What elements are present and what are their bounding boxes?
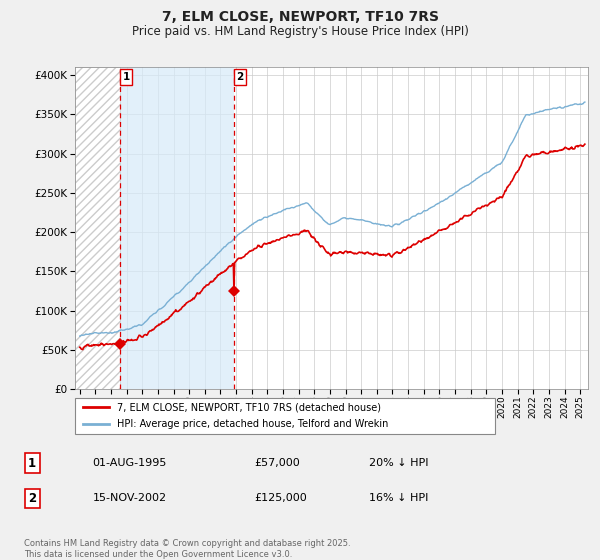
Bar (120, 67, 234, 389)
Text: Contains HM Land Registry data © Crown copyright and database right 2025.
This d: Contains HM Land Registry data © Crown c… (24, 539, 350, 559)
Text: 1: 1 (28, 456, 36, 470)
Text: Price paid vs. HM Land Registry's House Price Index (HPI): Price paid vs. HM Land Registry's House … (131, 25, 469, 38)
Text: £125,000: £125,000 (254, 493, 307, 503)
Text: 2: 2 (28, 492, 36, 505)
Text: 16% ↓ HPI: 16% ↓ HPI (369, 493, 428, 503)
Text: 01-AUG-1995: 01-AUG-1995 (92, 458, 167, 468)
Text: 1: 1 (122, 72, 130, 82)
Text: HPI: Average price, detached house, Telford and Wrekin: HPI: Average price, detached house, Telf… (117, 419, 388, 429)
Text: 7, ELM CLOSE, NEWPORT, TF10 7RS: 7, ELM CLOSE, NEWPORT, TF10 7RS (161, 10, 439, 24)
Bar (75, 67, 120, 389)
Text: 20% ↓ HPI: 20% ↓ HPI (369, 458, 428, 468)
Text: £57,000: £57,000 (254, 458, 299, 468)
Text: 2: 2 (236, 72, 244, 82)
Text: 7, ELM CLOSE, NEWPORT, TF10 7RS (detached house): 7, ELM CLOSE, NEWPORT, TF10 7RS (detache… (117, 403, 381, 412)
Text: 15-NOV-2002: 15-NOV-2002 (92, 493, 167, 503)
Bar (75, 67, 120, 389)
